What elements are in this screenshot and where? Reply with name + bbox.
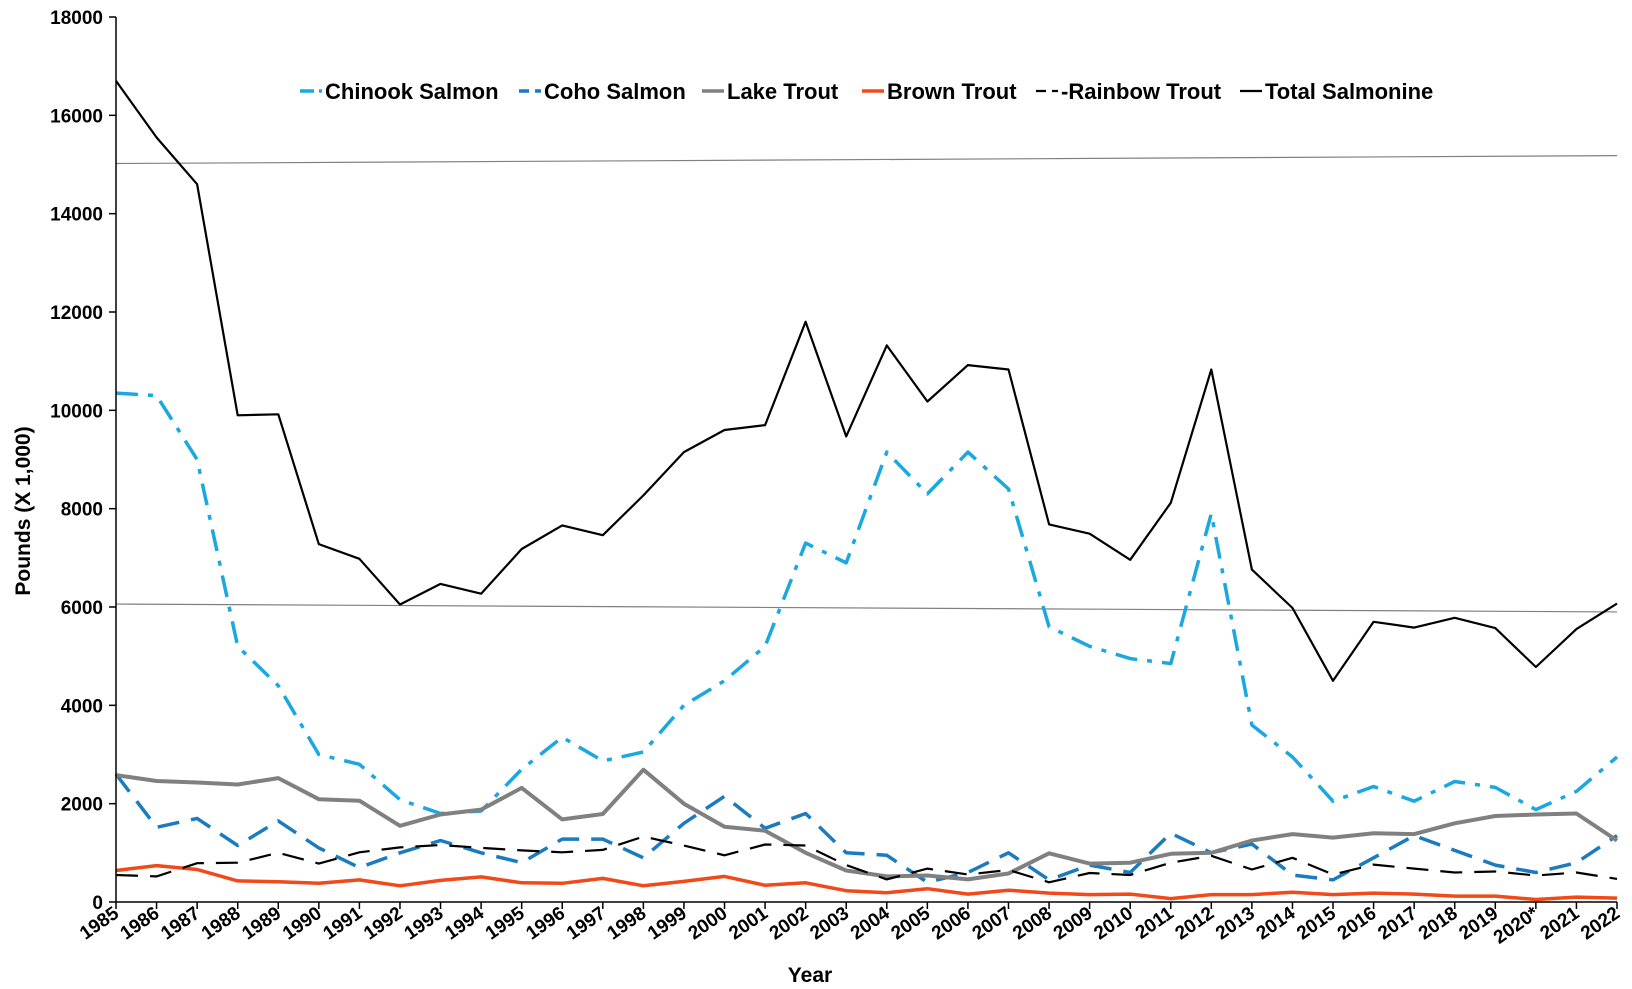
series-line-brown-trout: [115, 863, 1618, 902]
y-axis-title: Pounds (X 1,000): [12, 426, 35, 595]
reference-lines: [115, 155, 1618, 613]
reference-line-2: [115, 603, 1618, 613]
x-tick-label: 2010: [1090, 903, 1137, 944]
y-tick-label: 8000: [61, 500, 103, 521]
series-line-rainbow-trout: [115, 835, 1618, 884]
series-line-coho-salmon: [114, 773, 1618, 885]
x-tick-label: 1986: [117, 903, 164, 944]
legend-label-brown-trout: Brown Trout: [887, 79, 1017, 104]
y-ticks: 0 2000 4000 6000 8000 10000 12000 14000 16000 180…: [50, 8, 116, 914]
series-line-total-salmonine: [115, 80, 1618, 682]
x-tick-label: 1987: [157, 903, 204, 944]
series-lines: [114, 80, 1619, 902]
y-tick-label: 18000: [50, 8, 103, 29]
x-tick-label: 1989: [238, 903, 285, 944]
x-tick-label: 2012: [1172, 903, 1219, 944]
y-tick-label: 10000: [50, 401, 103, 422]
x-tick-label: 2017: [1374, 903, 1421, 944]
legend-label-chinook-salmon: Chinook Salmon: [325, 79, 499, 104]
x-tick-label: 2008: [1009, 903, 1056, 944]
y-tick-label: 14000: [50, 205, 103, 226]
series-line-lake-trout: [115, 767, 1619, 882]
x-tick-label: 2016: [1334, 903, 1381, 944]
legend-label-coho-salmon: Coho Salmon: [544, 79, 686, 104]
legend-label-total-salmonine: Total Salmonine: [1265, 79, 1433, 104]
x-tick-label: 1996: [522, 903, 569, 944]
x-tick-label: 2000: [685, 903, 732, 944]
y-tick-label: 4000: [61, 696, 103, 717]
x-axis-title: Year: [788, 964, 832, 987]
x-ticks: 1985198619871988198919901991199219931994…: [76, 902, 1624, 949]
x-tick-label: 1993: [401, 903, 448, 944]
y-tick-label: 12000: [50, 303, 103, 324]
x-tick-label: 2003: [806, 903, 853, 944]
x-tick-label: 2007: [969, 903, 1016, 944]
axes: [115, 17, 1617, 903]
y-tick-label: 0: [92, 893, 103, 914]
x-tick-label: 2002: [766, 903, 813, 944]
x-tick-label: 1999: [644, 903, 691, 944]
x-tick-label: 1992: [360, 903, 407, 944]
legend: Chinook Salmon Coho Salmon Lake Trout Brown…: [300, 79, 1433, 104]
y-tick-label: 2000: [61, 795, 103, 816]
reference-line-1: [115, 155, 1618, 165]
x-tick-label: 2013: [1212, 903, 1259, 944]
x-tick-label: 1997: [563, 903, 610, 944]
legend-label-lake-trout: Lake Trout: [727, 79, 839, 104]
x-tick-label: 2022: [1577, 903, 1624, 944]
x-tick-label: 1998: [604, 903, 651, 944]
x-tick-label: 1990: [279, 903, 326, 944]
x-tick-label: 2020*: [1490, 903, 1543, 949]
x-tick-label: 2009: [1050, 903, 1097, 944]
x-tick-label: 1988: [198, 903, 245, 944]
y-tick-label: 16000: [50, 106, 103, 127]
series-line-chinook-salmon: [115, 391, 1619, 816]
x-tick-label: 2006: [928, 903, 975, 944]
legend-label-rainbow-trout: -Rainbow Trout: [1061, 79, 1222, 104]
x-tick-label: 2018: [1415, 903, 1462, 944]
y-tick-label: 6000: [61, 598, 103, 619]
